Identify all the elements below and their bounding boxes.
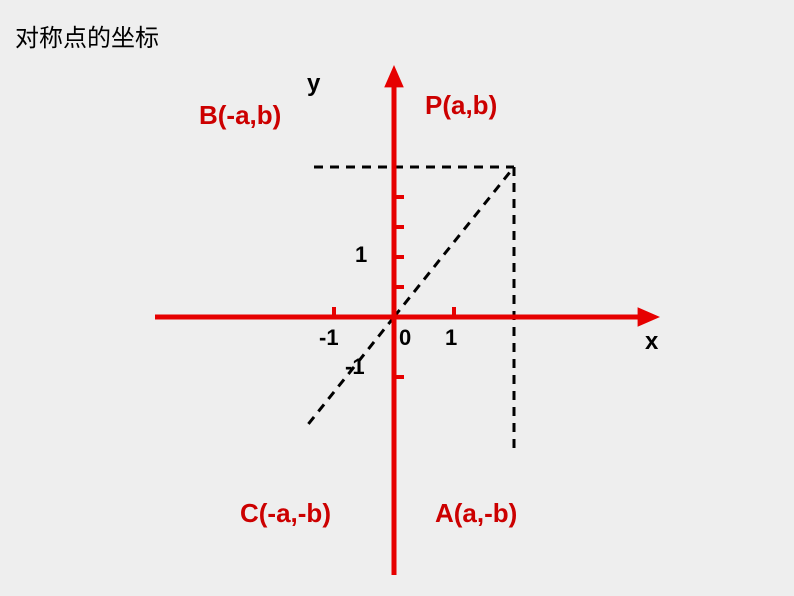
diagram-svg — [0, 0, 794, 596]
point-label-c: C(-a,-b) — [240, 498, 331, 529]
x-axis-label: x — [645, 328, 658, 356]
tick-label-x-neg1: -1 — [319, 325, 339, 351]
point-label-p: P(a,b) — [425, 90, 497, 121]
y-axis-label: y — [307, 70, 320, 98]
tick-label-y-1: 1 — [355, 242, 367, 268]
origin-label: 0 — [399, 325, 411, 351]
tick-label-y-neg1: -1 — [345, 354, 365, 380]
coordinate-diagram: x y P(a,b) B(-a,b) A(a,-b) C(-a,-b) -1 1… — [0, 0, 794, 596]
tick-label-x-1: 1 — [445, 325, 457, 351]
point-label-a: A(a,-b) — [435, 498, 517, 529]
point-label-b: B(-a,b) — [199, 100, 281, 131]
